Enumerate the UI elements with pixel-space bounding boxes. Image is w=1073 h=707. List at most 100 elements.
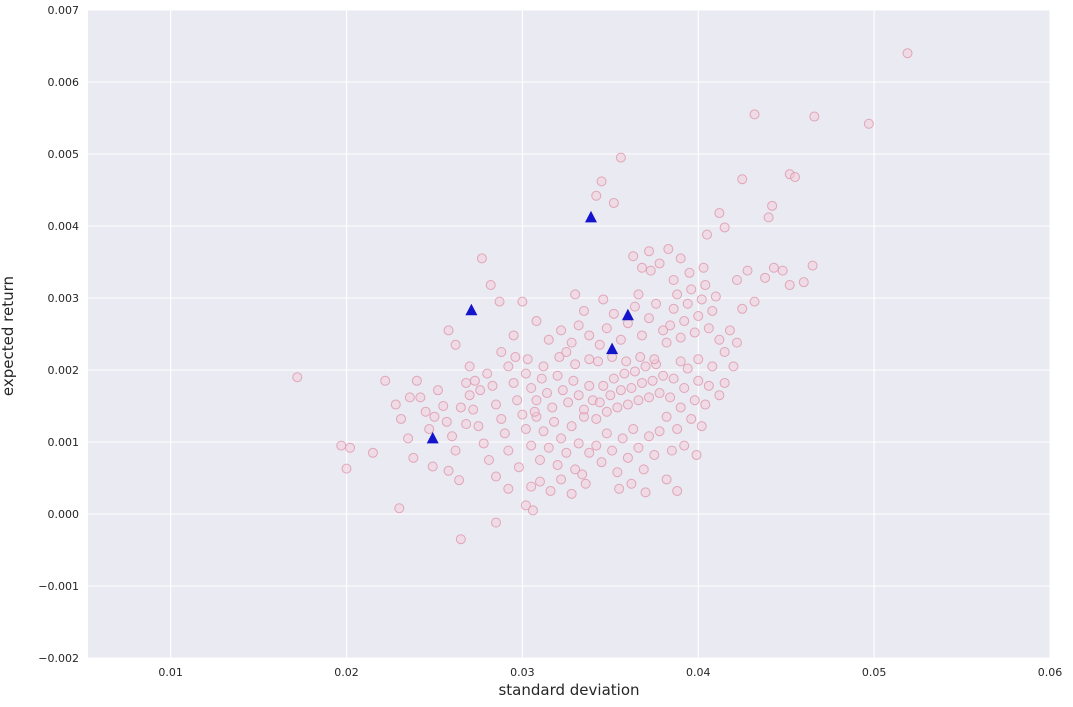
scatter-point <box>420 406 431 417</box>
x-tick-label: 0.02 <box>334 666 359 679</box>
scatter-point <box>411 375 422 386</box>
scatter-point <box>789 172 800 183</box>
scatter-point <box>689 395 700 406</box>
scatter-point <box>636 262 647 273</box>
scatter-point <box>566 488 577 499</box>
x-axis-label: standard deviation <box>498 681 640 699</box>
scatter-point <box>614 483 625 494</box>
scatter-point <box>549 416 560 427</box>
scatter-point <box>547 402 558 413</box>
scatter-point <box>719 377 730 388</box>
scatter-point <box>863 118 874 129</box>
scatter-point <box>520 368 531 379</box>
scatter-point <box>534 455 545 465</box>
scatter-point <box>737 174 748 185</box>
scatter-point <box>666 445 677 456</box>
scatter-point <box>568 375 579 386</box>
scatter-point <box>598 294 609 305</box>
scatter-point <box>584 354 595 365</box>
scatter-point <box>809 111 820 122</box>
plot-area <box>88 10 1050 658</box>
scatter-point <box>658 370 669 381</box>
scatter-point <box>482 368 493 379</box>
scatter-point <box>719 222 730 233</box>
scatter-point <box>621 356 632 367</box>
scatter-point <box>491 471 502 482</box>
scatter-point <box>341 463 352 474</box>
scatter-point <box>563 397 574 408</box>
scatter-point <box>784 169 795 180</box>
scatter-point <box>635 352 646 363</box>
scatter-point <box>626 478 637 489</box>
scatter-point <box>543 334 554 345</box>
scatter-point <box>461 419 472 429</box>
scatter-point <box>700 280 711 291</box>
scatter-point <box>584 447 595 458</box>
scatter-point <box>668 275 679 285</box>
scatter-point <box>628 251 639 262</box>
scatter-point <box>628 424 639 435</box>
scatter-point <box>619 368 630 379</box>
scatter-point <box>665 392 676 403</box>
scatter-point <box>336 440 347 451</box>
scatter-point <box>615 334 626 345</box>
y-tick-label: 0.002 <box>48 364 80 377</box>
scatter-point <box>461 377 472 388</box>
scatter-point <box>443 465 454 476</box>
scatter-point <box>475 385 486 396</box>
scatter-point <box>728 361 739 372</box>
y-axis-label: expected return <box>0 275 17 397</box>
scatter-point <box>760 272 771 283</box>
scatter-point <box>345 442 356 453</box>
scatter-point <box>693 311 704 321</box>
scatter-point <box>686 413 697 424</box>
scatter-point <box>767 200 778 211</box>
scatter-point <box>693 354 704 365</box>
scatter-point <box>777 265 788 276</box>
scatter-point <box>640 487 651 498</box>
scatter-point <box>675 356 686 367</box>
scatter-point <box>622 399 633 410</box>
scatter-point <box>654 426 665 437</box>
scatter-point <box>443 325 454 336</box>
scatter-point <box>679 383 690 393</box>
scatter-point <box>629 366 640 377</box>
scatter-point <box>526 481 537 492</box>
scatter-point <box>496 413 507 424</box>
scatter-point <box>663 244 674 255</box>
scatter-point <box>644 431 655 442</box>
scatter-point <box>427 461 438 472</box>
scatter-point <box>573 438 584 449</box>
scatter-point <box>615 152 626 163</box>
portfolio-triangle <box>426 431 439 444</box>
scatter-point <box>679 316 690 327</box>
scatter-point <box>404 392 415 403</box>
scatter-point <box>615 385 626 396</box>
scatter-point <box>473 421 484 432</box>
scatter-point <box>689 327 700 338</box>
scatter-point <box>682 298 693 309</box>
scatter-point <box>561 347 572 357</box>
scatter-point <box>496 347 507 357</box>
scatter-point <box>526 383 537 393</box>
scatter-point <box>668 373 679 384</box>
scatter-point <box>545 485 556 496</box>
scatter-point <box>450 445 461 456</box>
scatter-point <box>658 325 669 336</box>
scatter-point <box>469 375 480 386</box>
portfolio-triangle <box>465 303 478 316</box>
scatter-point <box>503 361 514 372</box>
scatter-point <box>292 372 303 383</box>
scatter-point <box>707 361 718 372</box>
scatter-point <box>698 262 709 273</box>
scatter-point <box>608 197 619 208</box>
scatter-point <box>672 485 683 496</box>
scatter-point <box>675 253 686 264</box>
scatter-point <box>578 404 589 415</box>
y-tick-label: 0.007 <box>48 4 80 17</box>
scatter-point <box>483 455 494 465</box>
scatter-point <box>798 277 809 288</box>
scatter-point <box>557 385 568 396</box>
